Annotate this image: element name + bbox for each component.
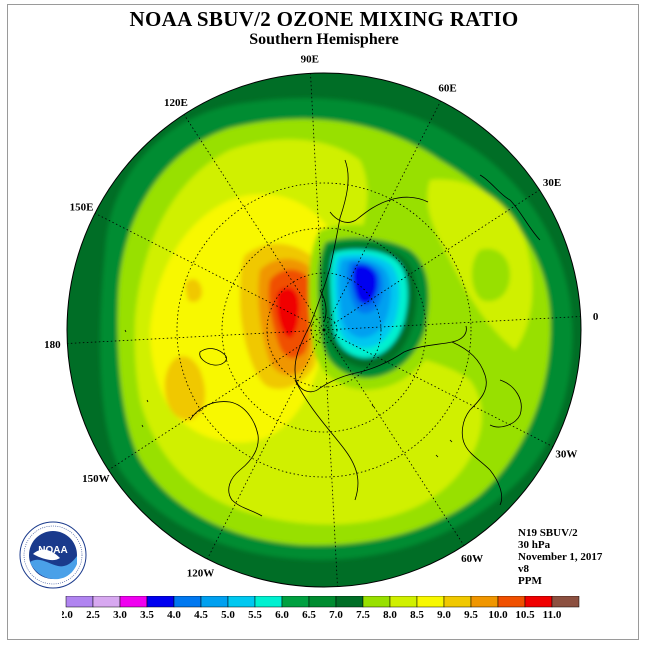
meridian-line xyxy=(323,329,465,546)
longitude-label: 60E xyxy=(438,83,456,95)
colorbar-swatch xyxy=(227,596,256,608)
colorbar-swatch xyxy=(200,596,229,608)
colorbar-tick-label: 7.0 xyxy=(329,609,343,621)
meridian-line xyxy=(183,114,325,331)
colorbar-tick-label: 10.5 xyxy=(515,609,535,621)
meridian-line xyxy=(310,73,325,331)
longitude-label: 0 xyxy=(593,311,599,323)
ozone-contour-field xyxy=(67,73,581,587)
colorbar-swatch xyxy=(281,596,310,608)
longitude-label: 90E xyxy=(301,53,319,65)
colorbar-tick-label: 8.5 xyxy=(410,609,424,621)
colorbar-tick-label: 8.0 xyxy=(383,609,397,621)
colorbar-swatch xyxy=(551,596,580,608)
colorbar-tick-label: 6.0 xyxy=(275,609,289,621)
meridian-line xyxy=(108,329,325,471)
colorbar-tick-label: 10.0 xyxy=(488,609,508,621)
longitude-label: 150E xyxy=(70,202,94,214)
page-title: NOAA SBUV/2 OZONE MIXING RATIO xyxy=(129,7,519,31)
longitude-label: 30E xyxy=(543,177,561,189)
longitude-label: 120E xyxy=(164,97,188,109)
coastlines xyxy=(124,159,541,517)
units: PPM xyxy=(518,575,542,587)
logo-text: NOAA xyxy=(38,545,67,556)
colorbar-swatch xyxy=(308,596,337,608)
colorbar-swatch xyxy=(335,596,364,608)
pressure-level: 30 hPa xyxy=(518,539,551,551)
noaa-logo: NOAA xyxy=(19,521,87,589)
colorbar-swatch xyxy=(65,596,94,608)
plot-info: N19 SBUV/2 30 hPa November 1, 2017 v8 PP… xyxy=(518,527,602,587)
satellite-instrument: N19 SBUV/2 xyxy=(518,527,578,539)
meridian-line xyxy=(323,329,554,448)
colorbar-tick-label: 4.0 xyxy=(167,609,181,621)
colorbar-swatch xyxy=(173,596,202,608)
colorbar-tick-label: 9.5 xyxy=(464,609,478,621)
longitude-label: 120W xyxy=(187,567,215,579)
colorbar-swatch xyxy=(416,596,445,608)
meridian-line xyxy=(206,329,325,560)
colorbar-swatch xyxy=(443,596,472,608)
colorbar-tick-label: 2.0 xyxy=(62,609,73,621)
longitude-label: 180 xyxy=(44,339,61,351)
colorbar-swatch xyxy=(497,596,526,608)
data-version: v8 xyxy=(518,563,529,575)
colorbar-swatch xyxy=(146,596,175,608)
colorbar-tick-label: 6.5 xyxy=(302,609,316,621)
longitude-label: 30W xyxy=(555,449,577,461)
colorbar: 2.0 2.5 3.0 3.5 4.0 4.5 5.0 5.5 6.0 6.5 7.0 7.5 8.0 8… xyxy=(62,596,580,621)
colorbar-tick-label: 3.0 xyxy=(113,609,127,621)
colorbar-tick-label: 2.5 xyxy=(86,609,100,621)
meridian-line xyxy=(323,100,442,331)
colorbar-swatch xyxy=(470,596,499,608)
colorbar-swatch xyxy=(524,596,553,608)
longitude-label: 60W xyxy=(461,553,483,565)
colorbar-swatch xyxy=(254,596,283,608)
colorbar-swatch xyxy=(362,596,391,608)
colorbar-tick-label: 11.0 xyxy=(543,609,562,621)
meridian-line xyxy=(323,316,581,331)
observation-date: November 1, 2017 xyxy=(518,551,603,563)
longitude-labels: 030W60W90W120W150W180150E120E90E60E30E xyxy=(44,53,599,608)
meridian-line xyxy=(94,212,325,331)
map-boundary xyxy=(66,72,582,588)
figure-frame xyxy=(7,4,639,640)
colorbar-swatch xyxy=(119,596,148,608)
colorbar-tick-label: 3.5 xyxy=(140,609,154,621)
page-subtitle: Southern Hemisphere xyxy=(249,31,399,48)
colorbar-tick-label: 9.0 xyxy=(437,609,451,621)
longitude-label: 150W xyxy=(82,473,110,485)
colorbar-swatch xyxy=(389,596,418,608)
meridian-line xyxy=(323,189,540,331)
colorbar-tick-label: 5.0 xyxy=(221,609,235,621)
meridian-line xyxy=(323,329,338,587)
colorbar-tick-label: 7.5 xyxy=(356,609,370,621)
colorbar-tick-label: 5.5 xyxy=(248,609,262,621)
colorbar-swatch xyxy=(92,596,121,608)
colorbar-tick-label: 4.5 xyxy=(194,609,208,621)
graticule xyxy=(67,73,581,587)
meridian-line xyxy=(67,329,325,344)
